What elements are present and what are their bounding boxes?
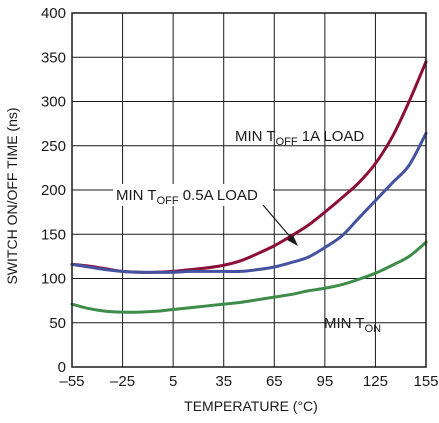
x-tick-label: 155 bbox=[413, 373, 438, 390]
x-tick-label: 65 bbox=[266, 373, 283, 390]
y-tick-label: 0 bbox=[58, 359, 66, 376]
annotation-toff-1a-main: MIN T bbox=[235, 128, 276, 145]
annotation-ton-main: MIN T bbox=[324, 315, 365, 332]
y-tick-label: 350 bbox=[41, 49, 66, 66]
annotation-toff-1a: MIN TOFF 1A LOAD bbox=[235, 128, 364, 148]
y-tick-label: 400 bbox=[41, 5, 66, 22]
x-tick-label: –55 bbox=[59, 373, 84, 390]
series-lines bbox=[70, 60, 428, 314]
y-tick-label: 150 bbox=[41, 226, 66, 243]
y-tick-label: 100 bbox=[41, 271, 66, 288]
x-tick-label: 35 bbox=[215, 373, 232, 390]
annotation-toff-05a: MIN TOFF 0.5A LOAD bbox=[116, 187, 258, 207]
annotation-ton: MIN TON bbox=[324, 315, 381, 335]
x-tick-label: 125 bbox=[363, 373, 388, 390]
annotation-toff-1a-rest: 1A LOAD bbox=[298, 128, 365, 145]
grid bbox=[72, 13, 426, 367]
annotation-toff-05a-rest: 0.5A LOAD bbox=[179, 187, 258, 204]
y-tick-label: 50 bbox=[49, 315, 66, 332]
x-axis-label: TEMPERATURE (°C) bbox=[184, 398, 318, 414]
y-tick-labels: 0 50 100 150 200 250 300 350 400 bbox=[41, 5, 66, 376]
annotation-toff-05a-arrowhead bbox=[287, 235, 298, 246]
annotation-toff-1a-sub: OFF bbox=[276, 136, 298, 148]
y-tick-label: 200 bbox=[41, 182, 66, 199]
x-tick-label: –25 bbox=[110, 373, 135, 390]
annotation-toff-05a-bg bbox=[113, 184, 273, 206]
y-tick-label: 300 bbox=[41, 94, 66, 111]
y-axis-label: SWITCH ON/OFF TIME (ns) bbox=[4, 107, 20, 284]
y-tick-label: 250 bbox=[41, 138, 66, 155]
annotation-ton-sub: ON bbox=[365, 323, 382, 335]
series-line-1 bbox=[70, 60, 428, 274]
series-line-2 bbox=[70, 131, 428, 274]
x-tick-label: 5 bbox=[169, 373, 177, 390]
annotation-toff-05a-main: MIN T bbox=[116, 187, 157, 204]
x-tick-label: 95 bbox=[317, 373, 334, 390]
x-tick-labels: –55 –25 5 35 65 95 125 155 bbox=[59, 373, 438, 390]
plot-frame bbox=[71, 12, 427, 368]
series-line-3 bbox=[70, 240, 428, 314]
annotation-toff-05a-arrow bbox=[262, 204, 293, 240]
annotation-toff-05a-sub: OFF bbox=[157, 195, 179, 207]
